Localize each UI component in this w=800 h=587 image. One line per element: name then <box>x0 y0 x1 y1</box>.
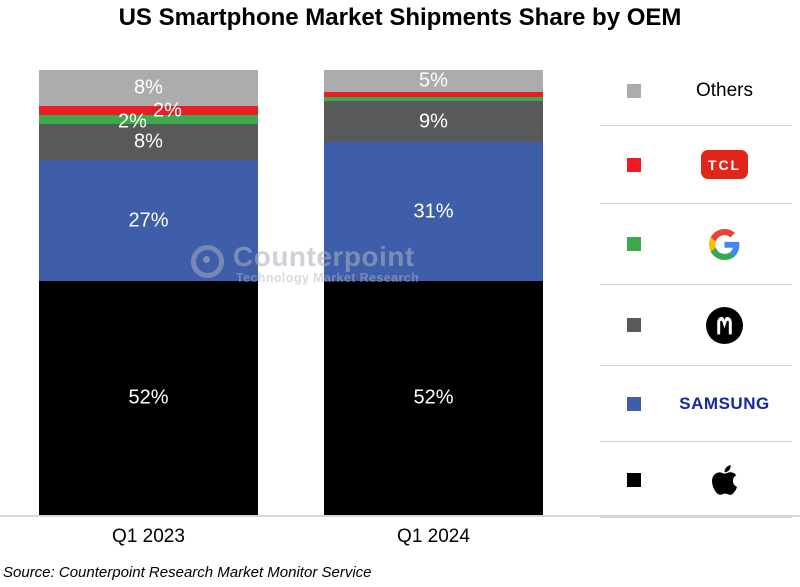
others-label-wrap: Others <box>641 80 792 102</box>
segment-value-label: 52% <box>413 386 454 409</box>
segment-apple-q1-2023: 52% <box>39 281 258 515</box>
others-swatch <box>627 84 641 98</box>
tcl-swatch <box>627 157 641 172</box>
tcl-logo-text: TCL <box>707 156 742 173</box>
samsung-swatch <box>627 396 641 411</box>
legend-row-others: Others <box>600 57 792 126</box>
legend-row-motorola <box>600 285 792 366</box>
segment-google-q1-2023: 2% <box>39 111 258 133</box>
x-axis-label-q1-2023: Q1 2023 <box>112 526 185 547</box>
source-note: Source: Counterpoint Research Market Mon… <box>3 564 372 581</box>
samsung-wordmark: SAMSUNG <box>679 393 770 413</box>
legend: Others TCL <box>600 57 792 518</box>
segment-samsung-q1-2024: 31% <box>324 141 543 282</box>
apple-logo-wrap <box>641 463 792 497</box>
tcl-logo: TCL <box>701 150 748 179</box>
motorola-logo-wrap <box>641 306 792 344</box>
segment-value-label: 52% <box>128 386 169 409</box>
segment-value-label: 5% <box>419 69 448 92</box>
stacked-bar-q1-2023: 8% 2% 2% 8% 27% 52% <box>39 70 258 515</box>
stacked-bar-q1-2024: 5% 9% 31% 52% <box>324 70 543 515</box>
x-axis-line <box>0 515 800 517</box>
legend-row-google <box>600 204 792 285</box>
segment-value-label: 31% <box>413 200 454 223</box>
legend-row-tcl: TCL <box>600 126 792 204</box>
segment-value-label: 27% <box>128 209 169 232</box>
x-axis-label-q1-2024: Q1 2024 <box>397 526 470 547</box>
motorola-logo <box>706 306 743 344</box>
segment-others-q1-2023: 8% <box>39 70 258 106</box>
google-swatch <box>627 237 641 251</box>
apple-swatch <box>627 472 641 487</box>
google-logo-wrap <box>641 228 792 260</box>
segment-value-label: 8% <box>134 130 163 153</box>
samsung-logo-wrap: SAMSUNG <box>641 394 792 414</box>
chart-title: US Smartphone Market Shipments Share by … <box>118 4 682 31</box>
segment-tcl-q1-2024 <box>324 92 543 97</box>
legend-row-apple <box>600 442 792 518</box>
segment-value-label: 2% <box>153 99 182 122</box>
apple-logo <box>712 464 738 495</box>
segment-motorola-q1-2024: 9% <box>324 101 543 142</box>
motorola-swatch <box>627 318 641 332</box>
segment-apple-q1-2024: 52% <box>324 281 543 515</box>
tcl-logo-wrap: TCL <box>641 150 792 179</box>
segment-others-q1-2024: 5% <box>324 69 543 93</box>
segment-value-label: 9% <box>419 110 448 133</box>
segment-value-label: 2% <box>118 110 147 133</box>
segment-motorola-q1-2023: 8% <box>39 123 258 160</box>
segment-google-q1-2024 <box>324 96 543 102</box>
google-g-logo <box>709 228 740 260</box>
others-label: Others <box>695 80 754 101</box>
segment-samsung-q1-2023: 27% <box>39 159 258 282</box>
segment-value-label: 8% <box>134 76 163 99</box>
legend-row-samsung: SAMSUNG <box>600 366 792 442</box>
segment-tcl-q1-2023: 2% <box>39 100 258 122</box>
